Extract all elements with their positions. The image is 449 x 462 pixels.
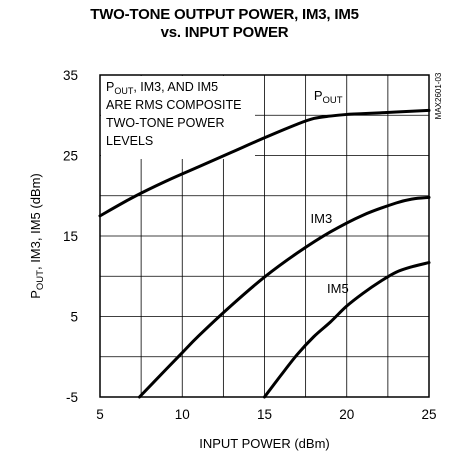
- series-label-pout: POUT: [314, 88, 343, 106]
- y-tick-label: -5: [66, 390, 78, 405]
- part-code-label: MAX2601-03: [434, 72, 443, 119]
- series-line-im3: [139, 197, 429, 397]
- annotation-line: LEVELS: [106, 134, 153, 148]
- y-axis-label: POUT, IM3, IM5 (dBm): [28, 173, 46, 299]
- y-tick-label: 5: [70, 310, 78, 325]
- y-tick-label: 25: [63, 149, 78, 164]
- series-label-im3: IM3: [311, 211, 333, 226]
- x-tick-label: 5: [96, 407, 104, 422]
- annotation-line: TWO-TONE POWER: [106, 116, 225, 130]
- x-tick-label: 10: [175, 407, 190, 422]
- x-tick-label: 15: [257, 407, 272, 422]
- x-tick-label: 25: [421, 407, 436, 422]
- annotation-line: ARE RMS COMPOSITE: [106, 98, 241, 112]
- y-tick-label: 35: [63, 68, 78, 83]
- x-axis-label: INPUT POWER (dBm): [199, 436, 330, 451]
- series-label-im5: IM5: [327, 281, 349, 296]
- x-tick-label: 20: [339, 407, 354, 422]
- y-tick-label: 15: [63, 229, 78, 244]
